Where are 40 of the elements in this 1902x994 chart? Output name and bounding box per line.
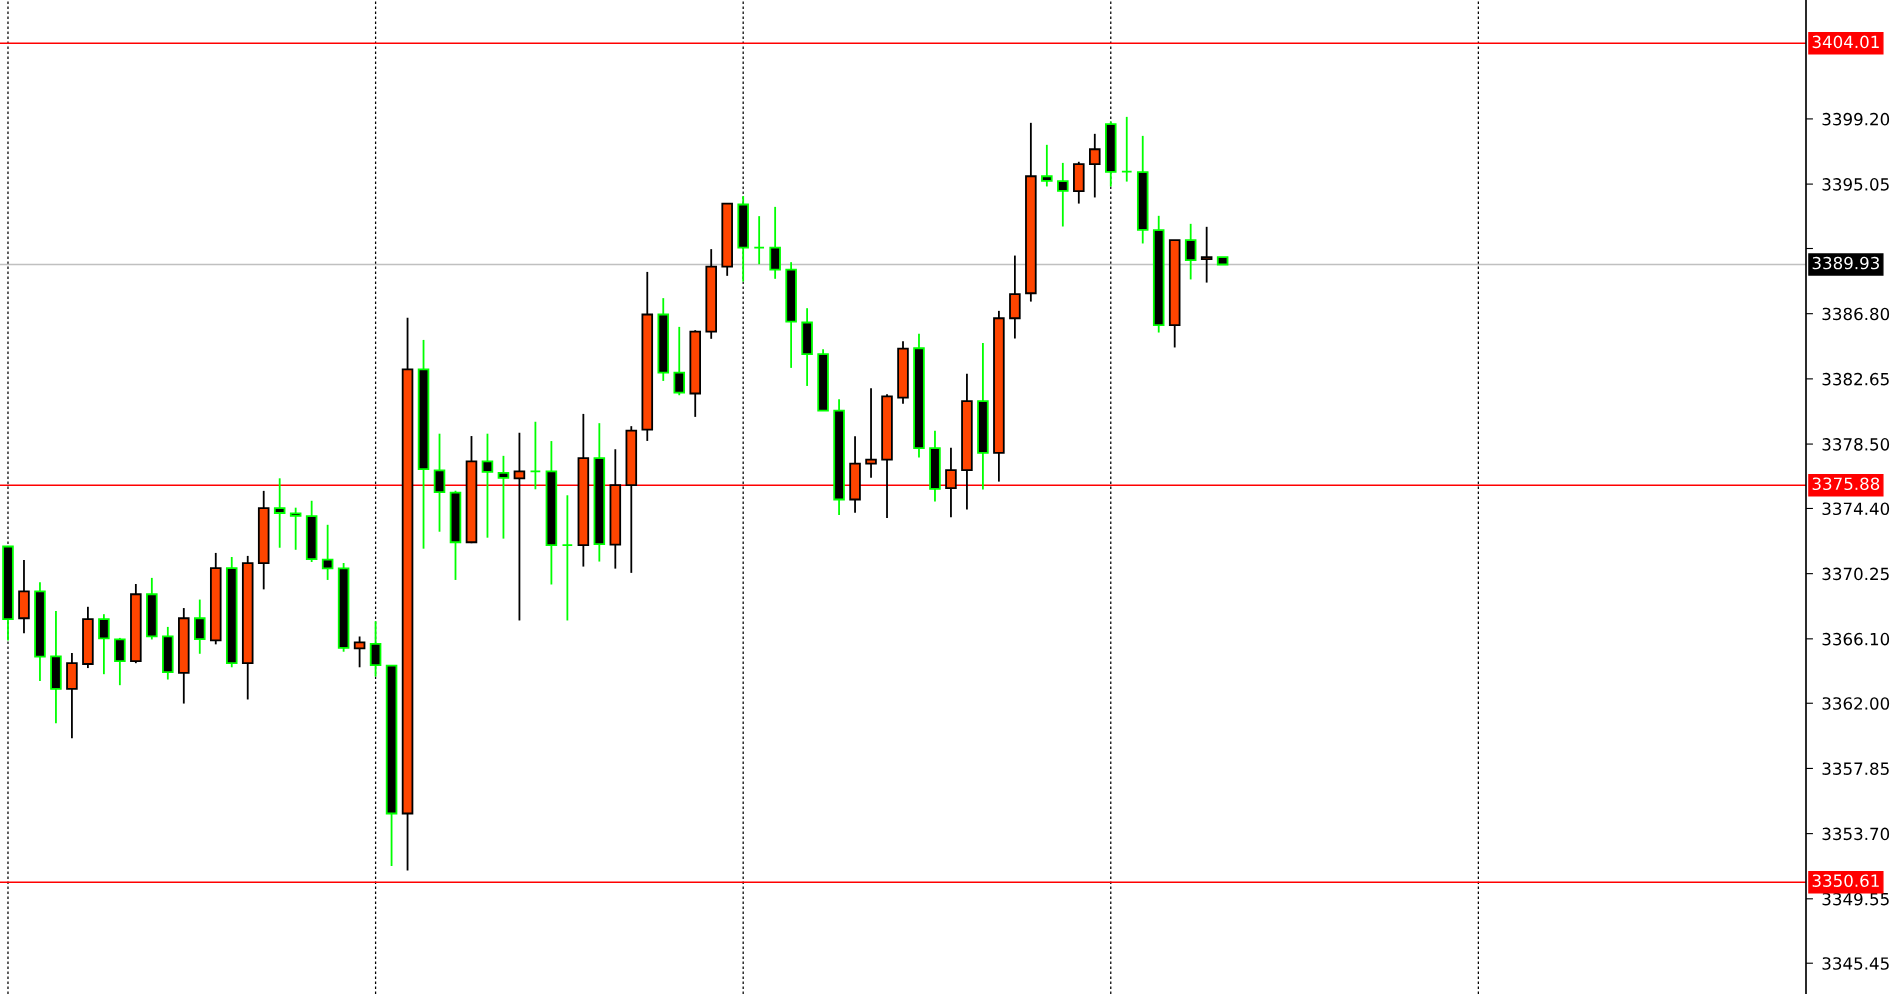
y-tick-label: 3382.65: [1822, 372, 1889, 386]
candlestick: [1057, 161, 1069, 228]
candlestick: [433, 432, 446, 533]
candlestick: [497, 454, 510, 540]
y-tick-label: 3399.20: [1822, 112, 1890, 126]
ref-line-label: 3404.01: [1812, 35, 1879, 49]
y-tick-label: 3366.10: [1822, 632, 1890, 646]
candlestick: [481, 432, 494, 539]
candlestick: [193, 598, 206, 655]
candlestick: [561, 494, 574, 622]
y-tick-label: 3362.00: [1822, 697, 1890, 710]
candlestick: [114, 636, 126, 687]
ref-line-label: 3375.88: [1812, 477, 1880, 491]
y-tick-label: 3349.55: [1822, 892, 1889, 906]
candlestick: [289, 506, 302, 551]
candlestick: [98, 613, 110, 676]
candlestick: [1041, 143, 1053, 188]
candlestick: [273, 477, 286, 549]
candlestick: [513, 431, 526, 622]
candlestick: [321, 523, 334, 581]
candlestick: [1089, 132, 1101, 199]
candlestick: [529, 420, 542, 491]
ref-line-label: 3350.61: [1812, 874, 1879, 887]
candlestick: [1200, 225, 1213, 284]
candlestick: [769, 205, 781, 280]
candlestick: [865, 387, 877, 479]
y-tick-label: 3386.80: [1822, 307, 1890, 321]
candlestick: [1184, 222, 1197, 281]
candlestick: [945, 446, 957, 519]
candlestick: [1120, 115, 1133, 183]
candlestick: [753, 215, 765, 266]
y-tick-label: 3374.40: [1822, 502, 1890, 516]
candlestick: [673, 325, 686, 397]
y-tick-label: 3353.70: [1822, 827, 1890, 841]
y-tick-label: 3395.05: [1822, 178, 1889, 191]
ref-line-label: 3389.93: [1812, 256, 1879, 270]
y-tick-label: 3370.25: [1822, 567, 1889, 581]
y-tick-label: 3378.50: [1822, 438, 1890, 451]
y-tick-label: 3357.85: [1822, 762, 1889, 775]
y-tick-label: 3345.45: [1822, 957, 1889, 970]
